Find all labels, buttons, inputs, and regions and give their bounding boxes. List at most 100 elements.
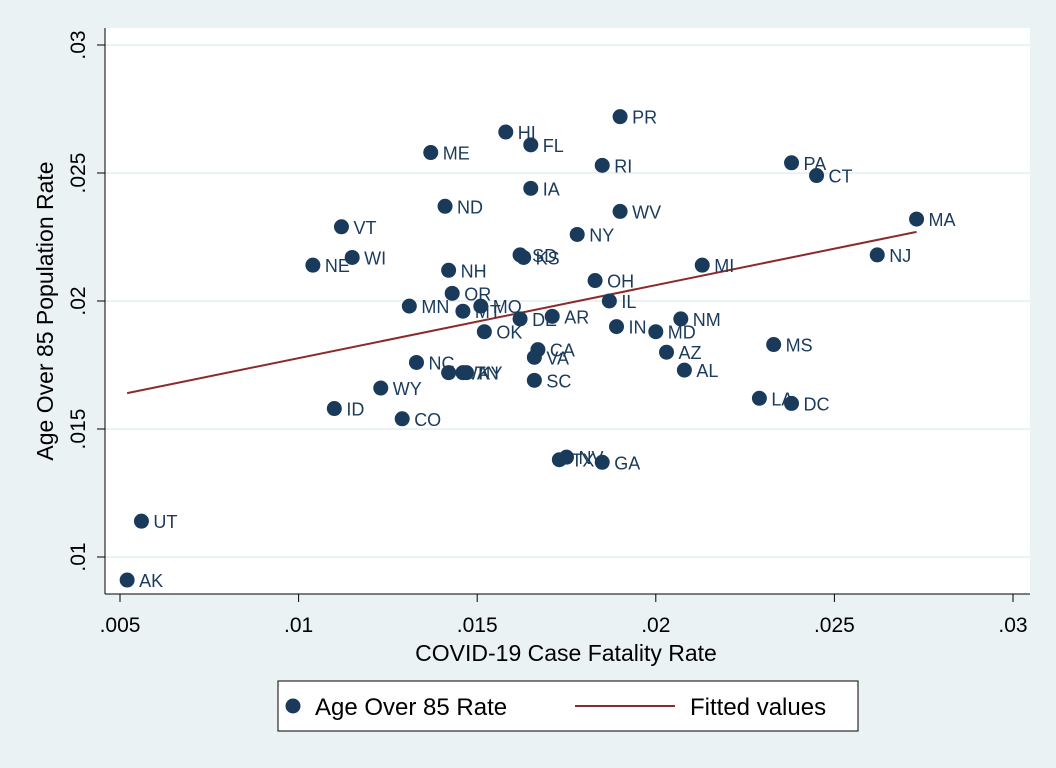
data-point: [437, 198, 453, 214]
legend-box: [277, 680, 859, 732]
data-point: [569, 226, 585, 242]
data-point-label: OK: [496, 323, 522, 343]
y-tick-label: .03: [67, 30, 90, 59]
data-point: [441, 262, 457, 278]
data-point-label: AL: [696, 361, 718, 381]
data-point-label: IA: [543, 179, 560, 199]
x-tick-label: .025: [814, 614, 855, 637]
data-point: [394, 411, 410, 427]
data-point-label: MA: [929, 210, 956, 230]
data-point-label: ND: [457, 197, 483, 217]
data-point: [441, 365, 457, 381]
data-point-label: TX: [571, 451, 594, 471]
x-tick-label: .02: [641, 614, 670, 637]
data-point-label: ID: [346, 400, 364, 420]
data-point-label: VA: [546, 348, 569, 368]
data-point: [526, 349, 542, 365]
data-point-label: KY: [478, 364, 502, 384]
data-point: [766, 337, 782, 353]
y-tick-label: .025: [67, 153, 90, 194]
x-tick-label: .005: [100, 614, 141, 637]
data-point-label: MN: [421, 297, 449, 317]
data-point-label: UT: [153, 512, 177, 532]
data-point-label: ME: [443, 144, 470, 164]
gridlines: [105, 44, 1030, 558]
data-point: [444, 285, 460, 301]
data-point: [676, 362, 692, 378]
data-point-label: MO: [493, 297, 522, 317]
y-axis-title: Age Over 85 Population Rate: [32, 161, 58, 460]
x-tick-label: .03: [998, 614, 1027, 637]
data-point: [909, 211, 925, 227]
y-axis-ticks: .01 .015 .02 .025 .03: [67, 30, 105, 572]
data-point-label: WV: [632, 202, 661, 222]
data-point: [373, 380, 389, 396]
data-point-label: GA: [614, 453, 640, 473]
legend-marker-scatter: [285, 698, 301, 714]
data-point: [659, 344, 675, 360]
data-point-label: OH: [607, 272, 634, 292]
x-axis-title: COVID-19 Case Fatality Rate: [415, 640, 717, 666]
data-point: [673, 311, 689, 327]
data-point-label: AR: [564, 307, 589, 327]
data-point-label: IN: [629, 318, 647, 338]
data-point-label: IL: [621, 292, 636, 312]
data-point: [601, 293, 617, 309]
data-point: [133, 513, 149, 529]
data-point: [476, 324, 492, 340]
data-point-label: VT: [353, 218, 376, 238]
data-point: [512, 311, 528, 327]
data-point-label: DE: [532, 310, 557, 330]
data-point: [594, 157, 610, 173]
data-point-label: MS: [786, 336, 813, 356]
data-point: [551, 452, 567, 468]
data-point: [751, 390, 767, 406]
data-point-label: OR: [464, 284, 491, 304]
data-point-label: PA: [804, 154, 827, 174]
data-point-label: MT: [475, 302, 501, 322]
data-point-label: CO: [414, 410, 441, 430]
data-point: [516, 249, 532, 265]
data-point-label: DC: [804, 394, 830, 414]
data-point: [473, 298, 489, 314]
data-point: [526, 372, 542, 388]
x-tick-label: .015: [457, 614, 498, 637]
data-point-label: AK: [139, 571, 163, 591]
data-point: [694, 257, 710, 273]
data-point: [784, 155, 800, 171]
data-point: [587, 273, 603, 289]
data-point-label: TN: [475, 364, 499, 384]
data-point: [333, 219, 349, 235]
data-point-label: CT: [829, 167, 853, 187]
data-point: [523, 180, 539, 196]
data-point-label: MD: [668, 323, 696, 343]
data-point-label: PR: [632, 108, 657, 128]
data-point-label: MI: [714, 256, 734, 276]
data-point: [648, 324, 664, 340]
plot-area: [105, 28, 1030, 594]
data-point: [119, 572, 135, 588]
data-point: [401, 298, 417, 314]
y-tick-label: .01: [67, 542, 90, 571]
legend-label-scatter: Age Over 85 Rate: [315, 694, 507, 721]
data-point-label: NH: [461, 261, 487, 281]
data-point-label: RI: [614, 156, 632, 176]
data-point-label: NE: [325, 256, 350, 276]
data-point: [784, 395, 800, 411]
data-point: [408, 354, 424, 370]
data-point: [544, 308, 560, 324]
data-point: [612, 109, 628, 125]
axes: [104, 28, 1030, 595]
data-point-label: SD: [532, 246, 557, 266]
data-point-label: WI: [364, 248, 386, 268]
data-point: [423, 145, 439, 161]
data-point-label: SC: [546, 371, 571, 391]
x-axis-ticks: .005 .01 .015 .02 .025 .03: [100, 594, 1028, 637]
data-point: [326, 401, 342, 417]
data-point: [869, 247, 885, 263]
data-point-label: AZ: [679, 343, 702, 363]
y-tick-label: .02: [67, 286, 90, 315]
data-point: [305, 257, 321, 273]
data-point-label: NJ: [889, 246, 911, 266]
